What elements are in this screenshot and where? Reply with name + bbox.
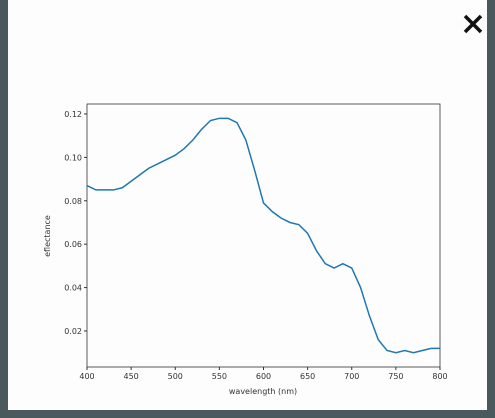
x-tick-label: 550 — [212, 372, 227, 381]
x-tick-label: 500 — [168, 372, 183, 381]
x-tick-label: 600 — [256, 372, 271, 381]
x-axis-label: wavelength (nm) — [229, 387, 297, 396]
x-tick-label: 650 — [300, 372, 315, 381]
data-line — [86, 117, 440, 354]
modal — [8, 0, 487, 410]
x-tick-label: 700 — [344, 372, 359, 381]
y-tick-label: 0.12 — [64, 110, 82, 119]
y-tick-label: 0.06 — [64, 240, 82, 249]
y-axis-label: eflectance — [43, 215, 52, 257]
x-tick-label: 450 — [123, 372, 138, 381]
x-tick-label: 750 — [388, 372, 403, 381]
plot-frame — [86, 103, 441, 368]
x-tick-label: 400 — [79, 372, 94, 381]
x-tick-label: 800 — [432, 372, 447, 381]
close-button[interactable] — [461, 12, 485, 36]
y-tick-label: 0.10 — [64, 153, 82, 162]
y-tick-label: 0.08 — [64, 197, 82, 206]
y-tick-label: 0.02 — [64, 327, 82, 336]
y-tick-label: 0.04 — [64, 284, 82, 293]
